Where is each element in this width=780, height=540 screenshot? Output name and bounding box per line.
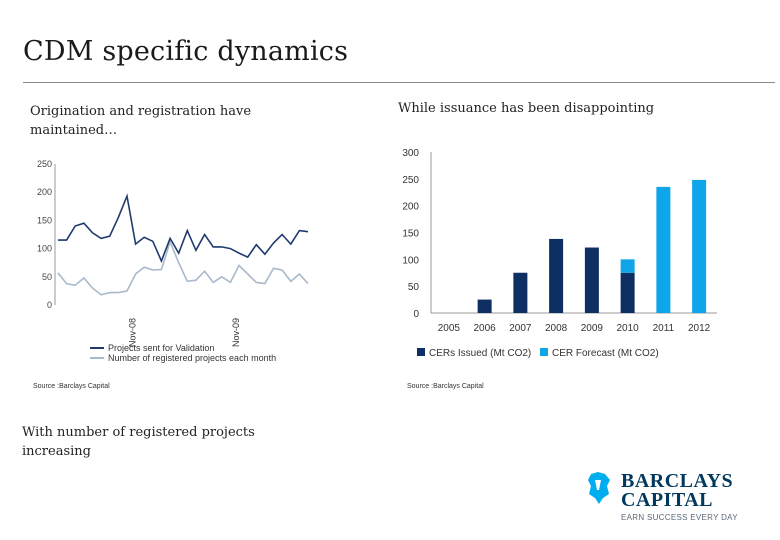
right-subtitle: While issuance has been disappointing [398, 101, 655, 116]
eagle-icon [588, 472, 610, 504]
right-source: Source :Barclays Capital [407, 383, 484, 390]
bar-chart-y-tick-label: 300 [402, 148, 419, 159]
bar-2009 [584, 247, 599, 313]
bar-chart-x-ticks: 2005 2006 2007 2008 2009 2010 2011 2012 [438, 323, 711, 334]
bar-chart-x-tick-label: 2012 [688, 323, 711, 334]
bar-2006 [477, 299, 492, 313]
line-series-validation [58, 193, 309, 264]
bar-chart-y-tick-label: 50 [408, 282, 420, 293]
bar-chart-legend: CERs Issued (Mt CO2) CER Forecast (Mt CO2… [417, 348, 659, 359]
bar-chart-y-ticks: 300 250 200 150 100 50 0 [402, 148, 419, 320]
bar-chart-x-tick-label: 2008 [545, 323, 568, 334]
bar-2007 [513, 272, 528, 313]
bar-chart-x-tick-label: 2005 [438, 323, 461, 334]
line-chart-y-tick-label: 100 [37, 244, 52, 254]
legend-swatch [540, 348, 548, 356]
bar-chart-bars [477, 179, 707, 313]
bar-chart-x-tick-label: 2007 [509, 323, 532, 334]
bar-2010 [620, 272, 635, 313]
legend-label: Number of registered projects each month [108, 353, 276, 363]
left-subtitle: Origination and registration have mainta… [30, 104, 252, 138]
bar-2012 [692, 179, 707, 313]
line-chart-x-tick-label: Nov-09 [231, 318, 241, 347]
bar-2010 [620, 259, 635, 273]
line-chart-x-tick-label: Nov-08 [128, 318, 138, 347]
line-chart-y-tick-label: 0 [47, 300, 52, 310]
left-source: Source :Barclays Capital [33, 383, 110, 390]
line-series-registered [57, 239, 309, 296]
bar-chart-axes [430, 152, 717, 314]
line-chart-series [57, 193, 309, 296]
bar-chart-x-tick-label: 2011 [653, 323, 675, 334]
line-chart-y-tick-label: 150 [37, 215, 52, 225]
bar-chart-x-tick-label: 2006 [474, 323, 497, 334]
line-chart: 250 200 150 100 50 0 Nov-08 Nov-09 Projects se… [37, 159, 309, 363]
legend-label: Projects sent for Validation [108, 343, 214, 353]
title-divider [23, 82, 775, 83]
slide-title: CDM specific dynamics [23, 36, 349, 67]
bottom-text: With number of registered projects incre… [22, 425, 255, 459]
logo-line1: BARCLAYS [621, 470, 734, 492]
bar-chart-y-tick-label: 0 [413, 309, 419, 320]
bar-2008 [549, 238, 564, 313]
bar-chart-y-tick-label: 100 [402, 255, 419, 266]
line-chart-y-ticks: 250 200 150 100 50 0 [37, 159, 52, 310]
logo-line2: CAPITAL [621, 489, 714, 511]
line-chart-y-tick-label: 200 [37, 187, 52, 197]
line-chart-y-tick-label: 250 [37, 159, 52, 169]
bar-chart-x-tick-label: 2009 [581, 323, 604, 334]
bar-chart-y-tick-label: 250 [402, 175, 419, 186]
legend-swatch [417, 348, 425, 356]
bar-chart-y-tick-label: 200 [402, 202, 419, 213]
barclays-logo: BARCLAYS CAPITAL EARN SUCCESS EVERY DAY [585, 468, 765, 528]
bar-2011 [656, 186, 671, 313]
line-chart-y-tick-label: 50 [42, 272, 52, 282]
bar-chart-y-tick-label: 150 [402, 229, 419, 240]
line-chart-x-ticks: Nov-08 Nov-09 [128, 318, 241, 347]
legend-label: CER Forecast (Mt CO2) [552, 348, 659, 359]
legend-label: CERs Issued (Mt CO2) [429, 348, 531, 359]
bar-chart-x-tick-label: 2010 [617, 323, 640, 334]
logo-tagline: EARN SUCCESS EVERY DAY [621, 513, 738, 522]
